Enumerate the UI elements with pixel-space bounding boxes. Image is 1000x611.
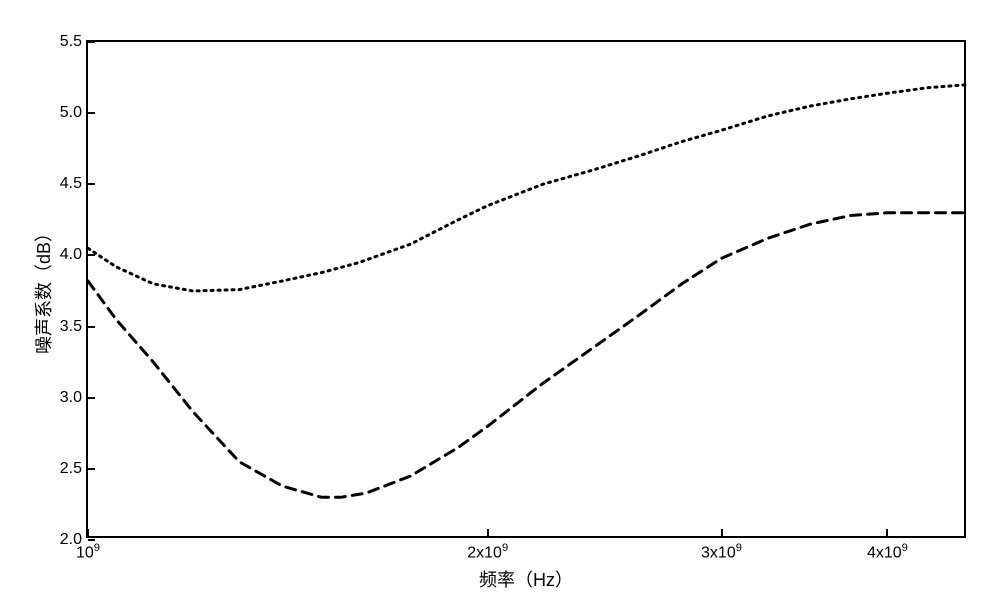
series-dashed <box>88 213 968 498</box>
ytick-label: 3.0 <box>60 389 82 407</box>
xtick-mark <box>721 529 723 536</box>
ytick-mark <box>88 397 95 399</box>
x-axis-label: 频率（Hz） <box>479 566 573 592</box>
xtick-label: 109 <box>76 542 100 562</box>
ytick-label: 4.0 <box>60 246 82 264</box>
ytick-mark <box>88 183 95 185</box>
ytick-mark <box>88 254 95 256</box>
ytick-mark <box>88 112 95 114</box>
figure: 2.02.53.03.54.04.55.05.5 1092x1093x1094x… <box>0 0 1000 611</box>
ytick-label: 4.5 <box>60 175 82 193</box>
xtick-label: 3x109 <box>701 542 742 562</box>
plot-svg <box>88 42 968 540</box>
xtick-mark <box>886 529 888 536</box>
ytick-label: 2.5 <box>60 460 82 478</box>
ytick-label: 3.5 <box>60 318 82 336</box>
ytick-mark <box>88 326 95 328</box>
xtick-mark <box>87 529 89 536</box>
ytick-mark <box>88 41 95 43</box>
ytick-label: 5.0 <box>60 104 82 122</box>
xtick-label: 2x109 <box>467 542 508 562</box>
ytick-mark <box>88 539 95 541</box>
ytick-label: 5.5 <box>60 33 82 51</box>
ytick-mark <box>88 468 95 470</box>
xtick-label: 4x109 <box>867 542 908 562</box>
series-dotted <box>88 85 968 291</box>
y-axis-label: 噪声系数（dB） <box>30 224 56 354</box>
xtick-mark <box>487 529 489 536</box>
plot-area: 2.02.53.03.54.04.55.05.5 1092x1093x1094x… <box>86 40 966 538</box>
